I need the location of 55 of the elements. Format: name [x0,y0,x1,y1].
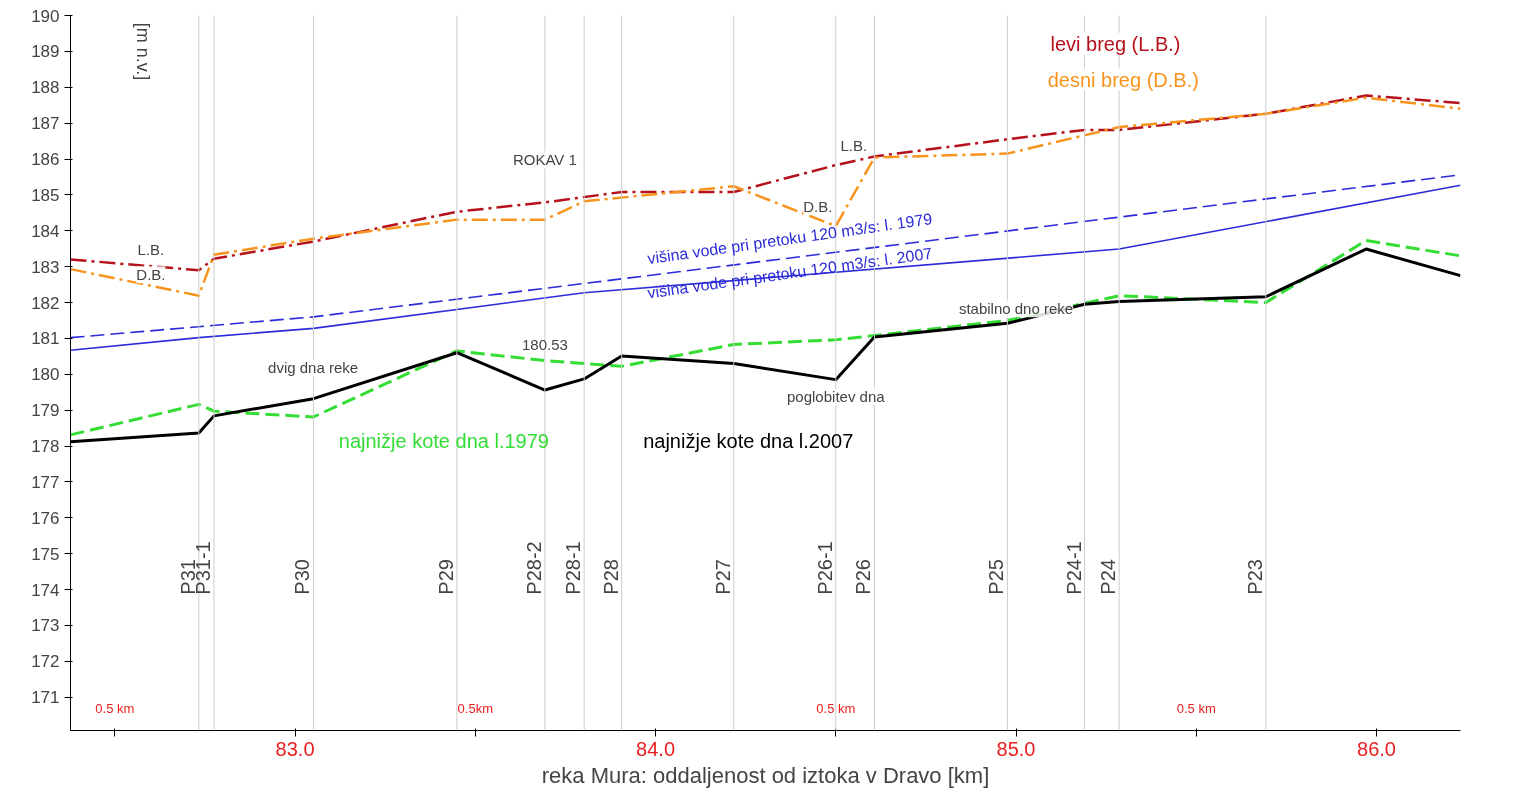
y-tick-label: 177 [31,472,60,492]
ref-line-label: P29 [434,559,457,595]
y-tick-label: 181 [31,329,60,349]
y-tick-label: 178 [31,437,60,457]
ref-line-label: P28-2 [522,541,545,595]
y-tick-label: 186 [31,150,60,169]
annotation: 0.5km [457,701,494,716]
y-tick-label: 190 [31,6,60,26]
annotation: D.B. [136,266,166,284]
y-axis-title: [m n.v.] [133,22,154,81]
ref-line-label: P28 [599,559,622,595]
ref-line-label: P27 [711,559,734,595]
y-tick-label: 173 [31,616,60,636]
y-tick-label: 187 [31,114,60,134]
ref-line-label: P24-1 [1062,541,1085,595]
x-tick-label: 85.0 [996,737,1036,760]
ref-line-label: P23 [1243,559,1266,595]
x-tick-label: 83.0 [275,737,315,760]
annotation: ROKAV 1 [512,151,577,169]
annotation: L.B. [137,241,165,259]
y-tick-label: 174 [31,580,60,600]
ref-line-label: P25 [985,559,1008,595]
ref-line-label: P26-1 [813,541,836,595]
series-label: desni breg (D.B.) [1047,68,1199,91]
y-tick-label: 183 [31,257,60,277]
text: najnižje kote dna l.2007 [643,429,854,452]
y-tick-label: 179 [31,401,60,421]
ref-line-label: P24 [1097,559,1120,595]
annotation: stabilno dno reke [958,300,1074,318]
annotation: 0.5 km [95,701,135,716]
y-tick-label: 171 [31,688,60,708]
ref-line-label: P28-1 [562,541,585,595]
text: levi breg (L.B.) [1050,32,1181,55]
y-tick-label: 182 [31,293,60,313]
y-tick-label: 185 [31,185,60,205]
ref-line-label: P26 [852,559,875,595]
y-tick-label: 175 [31,544,60,564]
x-tick-label: 86.0 [1357,737,1396,760]
y-tick-label: 184 [31,221,60,241]
y-tick-label: 172 [31,652,60,672]
ref-line-label: P30 [291,559,314,595]
annotation: D.B. [803,197,833,215]
annotation: poglobitev dna [787,388,886,406]
y-tick-label: 180 [31,365,60,385]
annotation: 0.5 km [1176,701,1216,716]
y-tick-label: 176 [31,508,60,528]
series-label: najnižje kote dna l.1979 [338,429,549,452]
x-axis-title: reka Mura: oddaljenost od iztoka v Dravo [km] [541,762,990,788]
annotation: dvig dna reke [268,359,359,377]
annotation: 0.5 km [816,701,856,716]
annotation: L.B. [840,137,868,154]
y-tick-label: 189 [31,42,60,62]
x-tick-label: 84.0 [636,737,676,760]
y-tick-label: 188 [31,78,60,98]
annotation: 180.53 [521,336,568,354]
